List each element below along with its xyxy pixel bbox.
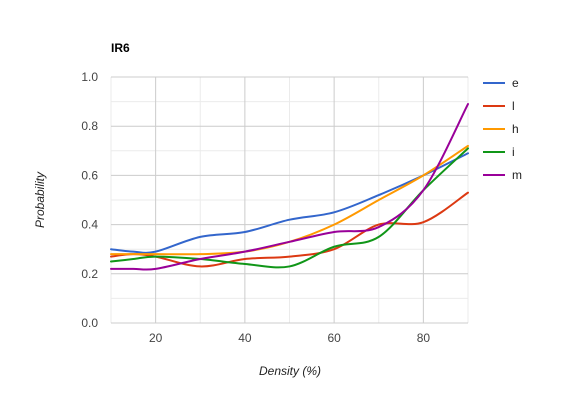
- series-line-i: [110, 147, 469, 269]
- series-line-m: [110, 103, 469, 271]
- y-tick-label: 0.0: [81, 316, 98, 330]
- legend-item-h[interactable]: h: [483, 122, 519, 136]
- legend-label: m: [512, 168, 522, 182]
- y-tick-label: 0.2: [81, 267, 98, 281]
- y-tick-label: 1.0: [81, 70, 98, 84]
- chart-title: IR6: [111, 41, 130, 55]
- y-axis-title: Probability: [33, 171, 47, 228]
- series-line-e: [110, 152, 469, 254]
- y-tick-label: 0.4: [81, 218, 98, 232]
- y-axis-ticks: 0.0 0.2 0.4 0.6 0.8 1.0: [81, 70, 98, 330]
- legend-label: e: [512, 76, 519, 90]
- x-tick-label: 40: [238, 331, 252, 345]
- y-tick-label: 0.6: [81, 168, 98, 182]
- legend-item-i[interactable]: i: [483, 145, 515, 159]
- legend-item-e[interactable]: e: [483, 76, 519, 90]
- y-tick-label: 0.8: [81, 119, 98, 133]
- x-axis-title: Density (%): [259, 364, 321, 378]
- legend-item-l[interactable]: l: [483, 99, 515, 113]
- x-axis-ticks: 20 40 60 80: [149, 331, 430, 345]
- legend-label: l: [512, 99, 515, 113]
- legend-item-m[interactable]: m: [483, 168, 522, 182]
- legend-label: h: [512, 122, 519, 136]
- legend-label: i: [512, 145, 515, 159]
- x-tick-label: 60: [327, 331, 341, 345]
- series-lines: [110, 103, 469, 271]
- x-tick-label: 20: [149, 331, 163, 345]
- x-tick-label: 80: [417, 331, 431, 345]
